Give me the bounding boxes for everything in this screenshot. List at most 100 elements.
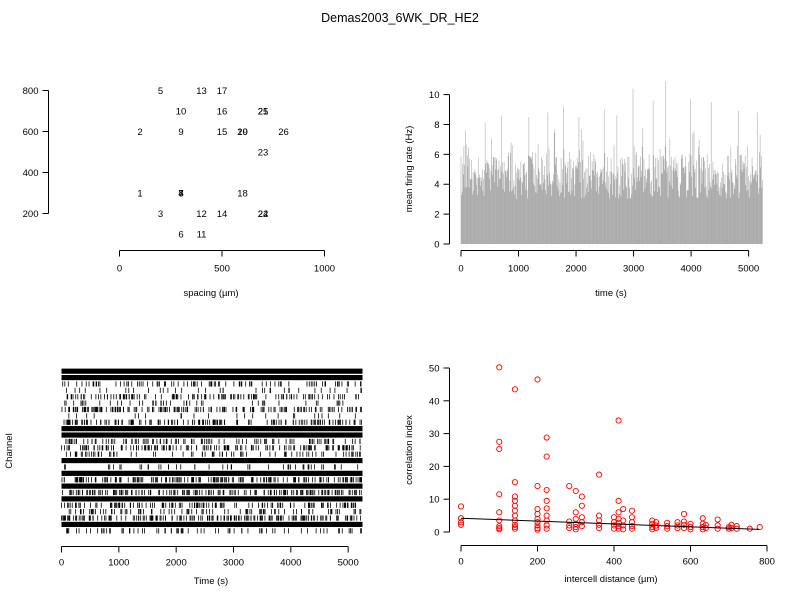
correlation-point <box>511 386 518 393</box>
correlation-point <box>620 505 627 513</box>
raster-channel <box>61 432 363 438</box>
correlation-point <box>457 521 465 528</box>
rate-y-axis: 0 2 4 6 8 10 <box>429 90 450 251</box>
correlation-point <box>496 364 503 371</box>
correlation-point <box>511 502 518 509</box>
correlation-point <box>664 519 671 526</box>
correlation-panel: 0 200 400 600 800 0 10 20 30 40 50 intercell dist… <box>404 364 775 586</box>
electrode-label: 14 <box>217 209 228 220</box>
raster-y-label: Channel <box>4 433 15 468</box>
raster-channel <box>63 419 362 425</box>
correlation-point <box>543 512 550 519</box>
correlation-point <box>620 517 627 524</box>
electrode-label: 23 <box>258 148 269 159</box>
raster-channel <box>65 438 361 445</box>
raster-rows <box>61 368 363 534</box>
correlation-point <box>578 502 585 509</box>
correlation-point <box>728 521 735 528</box>
correlation-point <box>615 509 622 516</box>
electrode-label: 26 <box>278 127 289 138</box>
electrode-label: 5 <box>158 86 163 97</box>
rate-x-tick-label: 5000 <box>738 264 759 275</box>
raster-channel <box>61 368 363 374</box>
electrode-label: 11 <box>197 230 207 241</box>
raster-channel <box>64 464 359 470</box>
correlation-point <box>543 486 550 494</box>
layout-x-tick-label: 0 <box>117 264 122 275</box>
correlation-point <box>615 417 622 424</box>
correlation-point <box>543 434 550 441</box>
correlation-point <box>543 505 550 512</box>
raster-x-tick-label: 3000 <box>223 558 244 569</box>
rate-y-tick-label: 6 <box>434 150 439 161</box>
raster-x-axis: 0 1000 2000 3000 4000 5000 <box>59 546 359 569</box>
correlation-point <box>572 487 579 495</box>
firing-rate-panel: 0 1000 2000 3000 4000 5000 0 2 4 6 8 10 time (s) m… <box>404 81 763 299</box>
correlation-point <box>620 526 627 533</box>
corr-y-tick-label: 30 <box>429 429 440 440</box>
corr-y-tick-label: 40 <box>429 396 440 407</box>
correlation-point <box>680 525 688 532</box>
correlation-point <box>756 524 763 531</box>
electrode-label: 16 <box>217 107 228 118</box>
rate-x-label: time (s) <box>595 288 627 299</box>
correlation-point <box>649 524 656 531</box>
correlation-point <box>596 525 603 532</box>
rate-x-tick-label: 3000 <box>623 264 644 275</box>
correlation-fit-line <box>460 517 760 530</box>
correlation-point <box>628 525 636 532</box>
raster-channel <box>61 477 362 483</box>
correlation-point <box>543 522 550 529</box>
rate-x-tick-label: 0 <box>458 264 463 275</box>
correlation-point <box>534 505 541 513</box>
electrode-label: 21 <box>258 107 269 118</box>
raster-channel-band <box>61 374 363 381</box>
electrode-label: 7 <box>178 189 183 200</box>
correlation-point <box>543 517 550 524</box>
electrode-label: 2 <box>137 127 142 138</box>
correlation-point <box>572 526 579 533</box>
correlation-point <box>610 522 618 529</box>
correlation-point <box>511 512 518 519</box>
correlation-point <box>511 524 518 531</box>
electrode-label: 25 <box>258 107 269 118</box>
correlation-point <box>496 445 503 453</box>
correlation-point <box>649 526 656 533</box>
raster-channel <box>65 451 361 457</box>
rate-y-tick-label: 0 <box>434 240 439 251</box>
correlation-point <box>543 525 550 532</box>
raster-channel-band <box>61 470 363 476</box>
correlation-point <box>653 519 660 526</box>
correlation-point <box>534 525 541 532</box>
correlation-point <box>496 517 503 524</box>
electrode-label: 24 <box>258 209 269 220</box>
electrode-label: 22 <box>258 209 269 220</box>
layout-y-tick-label: 200 <box>23 209 39 220</box>
corr-x-tick-label: 400 <box>606 557 622 568</box>
correlation-point <box>496 438 503 445</box>
raster-channel <box>61 374 363 381</box>
raster-channel <box>66 387 362 393</box>
layout-y-tick-label: 800 <box>23 86 39 97</box>
raster-channel-band <box>61 432 363 438</box>
layout-x-tick-label: 500 <box>214 264 230 275</box>
electrode-layout-panel: 1234567891011121314151617181920212223242… <box>23 86 335 299</box>
correlation-point <box>615 523 622 530</box>
raster-channel <box>61 521 363 528</box>
corr-x-tick-label: 200 <box>530 557 546 568</box>
correlation-point <box>702 525 709 532</box>
electrode-label: 4 <box>178 189 183 200</box>
correlation-point <box>496 523 503 530</box>
raster-channel <box>61 502 356 508</box>
correlation-point <box>578 493 585 500</box>
corr-x-label: intercell distance (µm) <box>564 574 657 585</box>
rate-y-tick-label: 4 <box>434 180 439 191</box>
correlation-point <box>534 522 541 529</box>
correlation-point <box>572 509 579 516</box>
layout-x-tick-label: 1000 <box>314 264 335 275</box>
electrode-label: 6 <box>178 230 183 241</box>
electrode-label: 3 <box>158 209 163 220</box>
layout-y-tick-label: 600 <box>23 127 39 138</box>
correlation-point <box>714 516 721 523</box>
correlation-point <box>534 510 541 518</box>
